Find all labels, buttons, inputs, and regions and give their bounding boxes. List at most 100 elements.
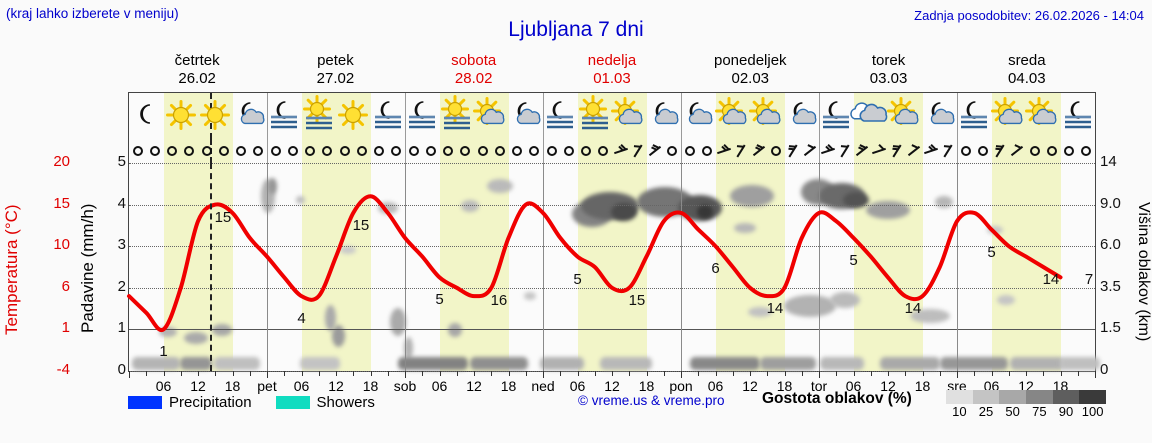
calm-wind-circle [957,139,974,163]
day-header-1: četrtek 26.02 [128,52,266,90]
x-tick [215,371,217,376]
temperature-tick-0: 20 [53,153,70,170]
cloud-density-label-5: 100 [1081,404,1104,419]
calm-wind-circle [560,139,577,163]
x-tick [474,371,475,376]
temperature-extreme-label-1: 15 [214,208,232,226]
x-tick [732,371,734,376]
day-separator-2 [405,93,406,139]
x-tick [819,371,820,378]
wind-barb [629,139,646,163]
cloud-density-blob [697,205,713,219]
x-axis-labels: 06 12 18 pet 06 12 18 sob 06 12 18 ned 06 12 18 pon 06 12… [129,378,1095,396]
day-separator-2 [405,139,406,163]
showers-swatch [275,395,310,409]
temperature-extreme-label-14: 7 [1084,271,1094,289]
day-gridline-1 [267,163,268,371]
weather-icon-sun-cloud [749,93,785,139]
x-axis-label-15: pon [669,378,693,394]
precipitation-tick-5: 0 [117,361,126,378]
weather-icon-moon-cloud [233,93,268,139]
calm-wind-circle [1026,139,1043,163]
day-header-row: četrtek 26.02 petek 27.02 sobota 28.02 nedelja… [128,52,1096,90]
copyright-text[interactable]: © vreme.us & vreme.pro [578,393,725,408]
x-axis-label-2: 18 [224,378,241,394]
calm-wind-circle [543,139,560,163]
temperature-tick-1: 15 [53,194,70,212]
day-header-6: torek 03.03 [819,52,957,90]
cloud-density-blob [403,337,413,359]
weather-icon-moon-fog [267,93,302,139]
calm-wind-circle [336,139,353,163]
x-tick [146,371,148,376]
x-axis-label-6: 18 [362,378,379,394]
precipitation-legend-label: Precipitation [169,393,252,411]
calm-wind-circle [250,139,267,163]
cloud-density-colorbar [946,390,1107,404]
weather-icon-moon-cloud [681,93,716,139]
x-tick [1008,371,1010,376]
day-separator-4 [681,139,682,163]
weather-icon-moon-fog [405,93,440,139]
wind-barb [819,139,836,163]
x-tick [560,371,562,376]
day-name: sreda [1008,52,1046,69]
calm-wind-circle [146,139,163,163]
cloud-density-blob [748,307,772,317]
cloud-density-blob [987,226,1003,234]
day-header-5: ponedeljek 02.03 [681,52,819,90]
day-separator-6 [957,93,958,139]
calm-wind-circle [319,139,336,163]
x-tick [715,371,717,376]
wind-barb [750,139,767,163]
day-name: sobota [451,52,497,69]
day-date: 28.02 [454,70,493,87]
x-tick [612,371,613,376]
x-tick [491,371,493,376]
cloud-density-blob [611,203,637,221]
x-tick [784,371,786,376]
x-tick [853,371,855,376]
day-name: petek [317,52,354,69]
x-axis-label-16: 06 [707,378,724,394]
temperature-extreme-label-8: 6 [711,260,720,278]
low-cloud-band [132,357,180,370]
wind-barb [785,139,802,163]
x-axis-label-5: 12 [328,378,344,394]
page-title: Ljubljana 7 dni [508,18,644,41]
x-axis-label-20: 06 [845,378,862,394]
last-update-text: Zadnja posodobitev: 26.02.2026 - 14:04 [914,8,1144,23]
wind-barb [992,139,1009,163]
x-tick [525,371,527,376]
chart-plot-area[interactable]: 1 15 4 15 5 16 5 15 6 14 5 14 5 14 7 [127,163,1100,372]
cloud-density-blob [830,292,860,308]
legend-item-showers: Showers [275,393,375,411]
temperature-extreme-label-5: 16 [490,291,508,309]
showers-legend-label: Showers [316,393,375,411]
cloud-density-blob [910,309,950,323]
low-cloud-band [600,357,652,370]
day-separator-1 [267,139,268,163]
wind-barb [802,139,819,163]
cloud-density-blob [390,308,406,336]
weather-icon-moon-fog [819,93,854,139]
precipitation-legend: Precipitation Showers [128,390,375,414]
weather-icon-moon-cloud [923,93,958,139]
day-header-7: sreda 04.03 [958,52,1096,90]
calm-wind-circle [422,139,439,163]
x-tick [594,371,596,376]
x-tick [629,371,631,376]
x-tick [353,371,355,376]
weather-icon-sun-cloud [990,93,1027,139]
day-gridline-5 [819,163,820,371]
weather-icon-sun [198,93,233,139]
day-gridline-4 [681,163,682,371]
cloud-density-blob [461,200,479,212]
day-separator-5 [819,93,820,139]
temperature-extreme-label-2: 4 [297,310,306,328]
daylight-band-2 [301,139,371,163]
cloud-density-step-5 [1079,390,1107,404]
x-tick [180,371,182,376]
wind-barb [871,139,888,163]
day-name: torek [871,52,906,69]
